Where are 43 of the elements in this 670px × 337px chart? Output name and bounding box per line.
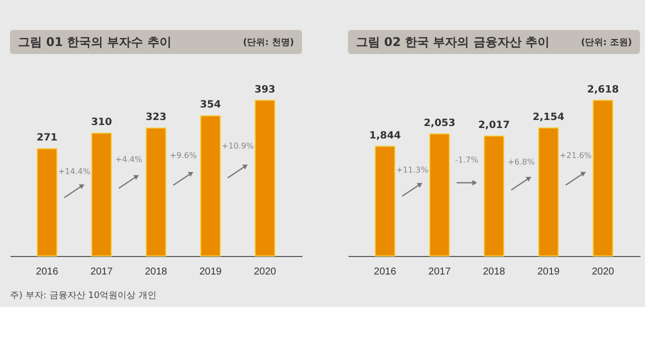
annotation: +9.6% xyxy=(170,151,198,160)
x-tick-label: 2017 xyxy=(428,266,452,278)
data-label: 310 xyxy=(91,117,112,128)
data-label: 393 xyxy=(254,84,276,96)
x-tick-label: 2018 xyxy=(482,266,506,278)
bar xyxy=(254,100,276,256)
chart-title: 그림 01 한국의 부자수 추이 xyxy=(18,35,172,49)
data-label: 323 xyxy=(146,112,166,123)
annotation: +14.4% xyxy=(58,167,91,176)
bar xyxy=(429,133,450,256)
bar xyxy=(36,148,58,256)
annotation: -1.7% xyxy=(455,156,479,165)
data-label: 2,017 xyxy=(478,120,510,132)
bar xyxy=(91,132,112,256)
annotation: +21.6% xyxy=(560,151,592,160)
bar xyxy=(484,136,504,256)
data-label: 2,053 xyxy=(424,118,456,129)
annotation: +11.3% xyxy=(396,165,429,174)
x-tick-label: 2016 xyxy=(374,266,397,278)
data-label: 1,844 xyxy=(369,130,401,142)
chart-subtitle: (단위: 조원) xyxy=(581,38,632,48)
bar xyxy=(374,146,396,256)
x-tick-label: 2020 xyxy=(254,266,277,278)
data-label: 271 xyxy=(36,132,58,144)
annotation: +4.4% xyxy=(115,155,143,164)
bar xyxy=(146,128,166,256)
x-tick-label: 2019 xyxy=(537,266,560,278)
data-label: 354 xyxy=(200,100,221,111)
data-label: 2,154 xyxy=(532,112,564,123)
x-tick-label: 2018 xyxy=(144,266,168,278)
chart-title: 그림 02 한국 부자의 금융자산 추이 xyxy=(356,35,550,49)
text: 주) 부자: 금융자산 10억원이상 개인 xyxy=(10,291,156,301)
bar xyxy=(592,100,614,256)
chart-subtitle: (단위: 천명) xyxy=(243,38,294,48)
x-tick-label: 2019 xyxy=(199,266,222,278)
x-tick-label: 2016 xyxy=(36,266,59,278)
annotation: +6.8% xyxy=(508,157,536,166)
data-label: 2,618 xyxy=(587,84,619,96)
bar xyxy=(538,127,559,256)
x-tick-label: 2020 xyxy=(592,266,615,278)
annotation: +10.9% xyxy=(222,142,254,151)
x-tick-label: 2017 xyxy=(90,266,114,278)
bar xyxy=(200,115,221,256)
